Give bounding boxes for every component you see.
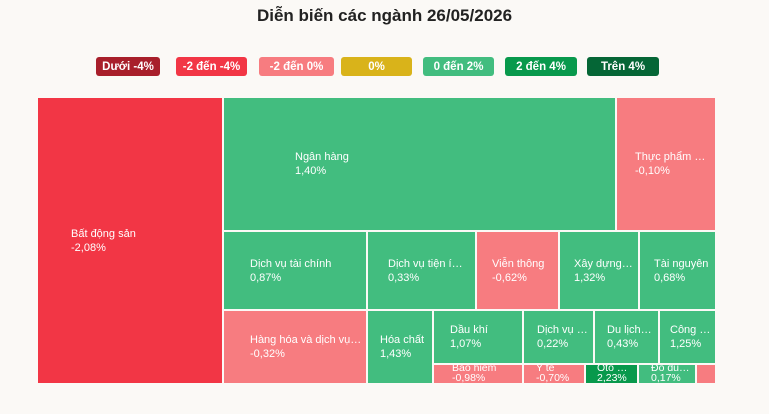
legend-chip[interactable]: -2 đến -4% [176, 57, 247, 76]
legend-chip[interactable]: Trên 4% [587, 57, 659, 76]
legend-chip[interactable]: 2 đến 4% [505, 57, 577, 76]
sector-name: Dịch vụ tài chính [250, 257, 332, 270]
sector-change: 0,68% [654, 271, 686, 284]
sector-change: 0,43% [607, 338, 639, 350]
sector-tile[interactable]: Tài nguyên 0,68% [639, 231, 716, 310]
sector-tile[interactable]: Ôtô & l…2,23% [585, 364, 638, 384]
sector-name: Tài nguyên [654, 257, 709, 270]
sector-change: 0,22% [537, 338, 569, 350]
sector-name: Dịch vụ tiện í… [388, 257, 463, 270]
sector-tile[interactable]: Công ng… 1,25% [659, 310, 716, 364]
sector-change: -0,10% [635, 165, 670, 177]
sector-name: Đồ dùng… [651, 364, 691, 373]
sector-tile[interactable]: Hàng hóa và dịch vụ… -0,32% [223, 310, 367, 384]
sector-tile[interactable]: Ngân hàng 1,40% [223, 97, 616, 231]
sector-name: Dầu khí [450, 324, 488, 336]
sector-name: Ngân hàng [295, 151, 349, 163]
legend-chip[interactable]: 0% [341, 57, 412, 76]
sector-name: Du lịch … [607, 324, 654, 336]
sector-change: 0,17% [651, 373, 681, 383]
sector-change: 0,87% [250, 271, 282, 284]
sector-change: -2,08% [71, 241, 106, 254]
sector-change: -0,32% [250, 348, 285, 360]
sector-name: Thực phẩm & Đ… [635, 151, 711, 163]
sector-tile[interactable]: Y tế -0,70% [523, 364, 585, 384]
sector-change: 1,07% [450, 338, 482, 350]
legend-chip[interactable]: Dưới -4% [96, 57, 160, 76]
sector-tile[interactable]: Dầu khí 1,07% [433, 310, 523, 364]
sector-change: -0,70% [536, 373, 570, 383]
sector-change: 1,43% [380, 348, 412, 360]
sector-tile[interactable]: Hóa chất 1,43% [367, 310, 433, 384]
sector-change: 2,23% [597, 373, 627, 383]
sector-tile[interactable]: Dịch vụ tài chính 0,87% [223, 231, 367, 310]
sector-tile[interactable]: Bảo hiểm -0,98% [433, 364, 523, 384]
sector-tile[interactable]: Xây dựng &…1,32% [559, 231, 639, 310]
sector-change: 0,33% [388, 271, 420, 284]
legend-chip[interactable]: -2 đến 0% [259, 57, 334, 76]
sector-tile[interactable]: Dịch vụ b… 0,22% [523, 310, 594, 364]
sector-change: 1,40% [295, 165, 327, 177]
sector-tile[interactable]: Thực phẩm & Đ… -0,10% [616, 97, 716, 231]
sector-change: -0,62% [492, 271, 527, 284]
sector-tile[interactable]: Du lịch … 0,43% [594, 310, 659, 364]
sector-tile[interactable] [696, 364, 716, 384]
sector-tile[interactable]: Bất động sản -2,08% [37, 97, 223, 384]
sector-tile[interactable]: Dịch vụ tiện í… 0,33% [367, 231, 476, 310]
sector-name: Ôtô & l… [597, 364, 633, 373]
chart-title: Diễn biến các ngành 26/05/2026 [256, 6, 513, 25]
sector-name: Xây dựng &… [574, 257, 634, 270]
sector-name: Hóa chất [380, 334, 425, 346]
sector-name: Hàng hóa và dịch vụ… [250, 334, 362, 346]
sector-name: Công ng… [670, 324, 711, 336]
sector-change: 1,25% [670, 338, 702, 350]
sector-name: Y tế [536, 364, 555, 373]
sector-change: 1,32% [574, 271, 606, 284]
sector-tile[interactable]: Đồ dùng…0,17% [638, 364, 696, 384]
sector-name: Viễn thông [492, 257, 545, 270]
sector-name: Bảo hiểm [452, 364, 497, 373]
sector-name: Dịch vụ b… [537, 324, 589, 336]
sector-name: Bất động sản [71, 227, 136, 240]
sector-change: -0,98% [452, 373, 486, 383]
legend-chip[interactable]: 0 đến 2% [423, 57, 494, 76]
sector-tile[interactable]: Viễn thông -0,62% [476, 231, 559, 310]
